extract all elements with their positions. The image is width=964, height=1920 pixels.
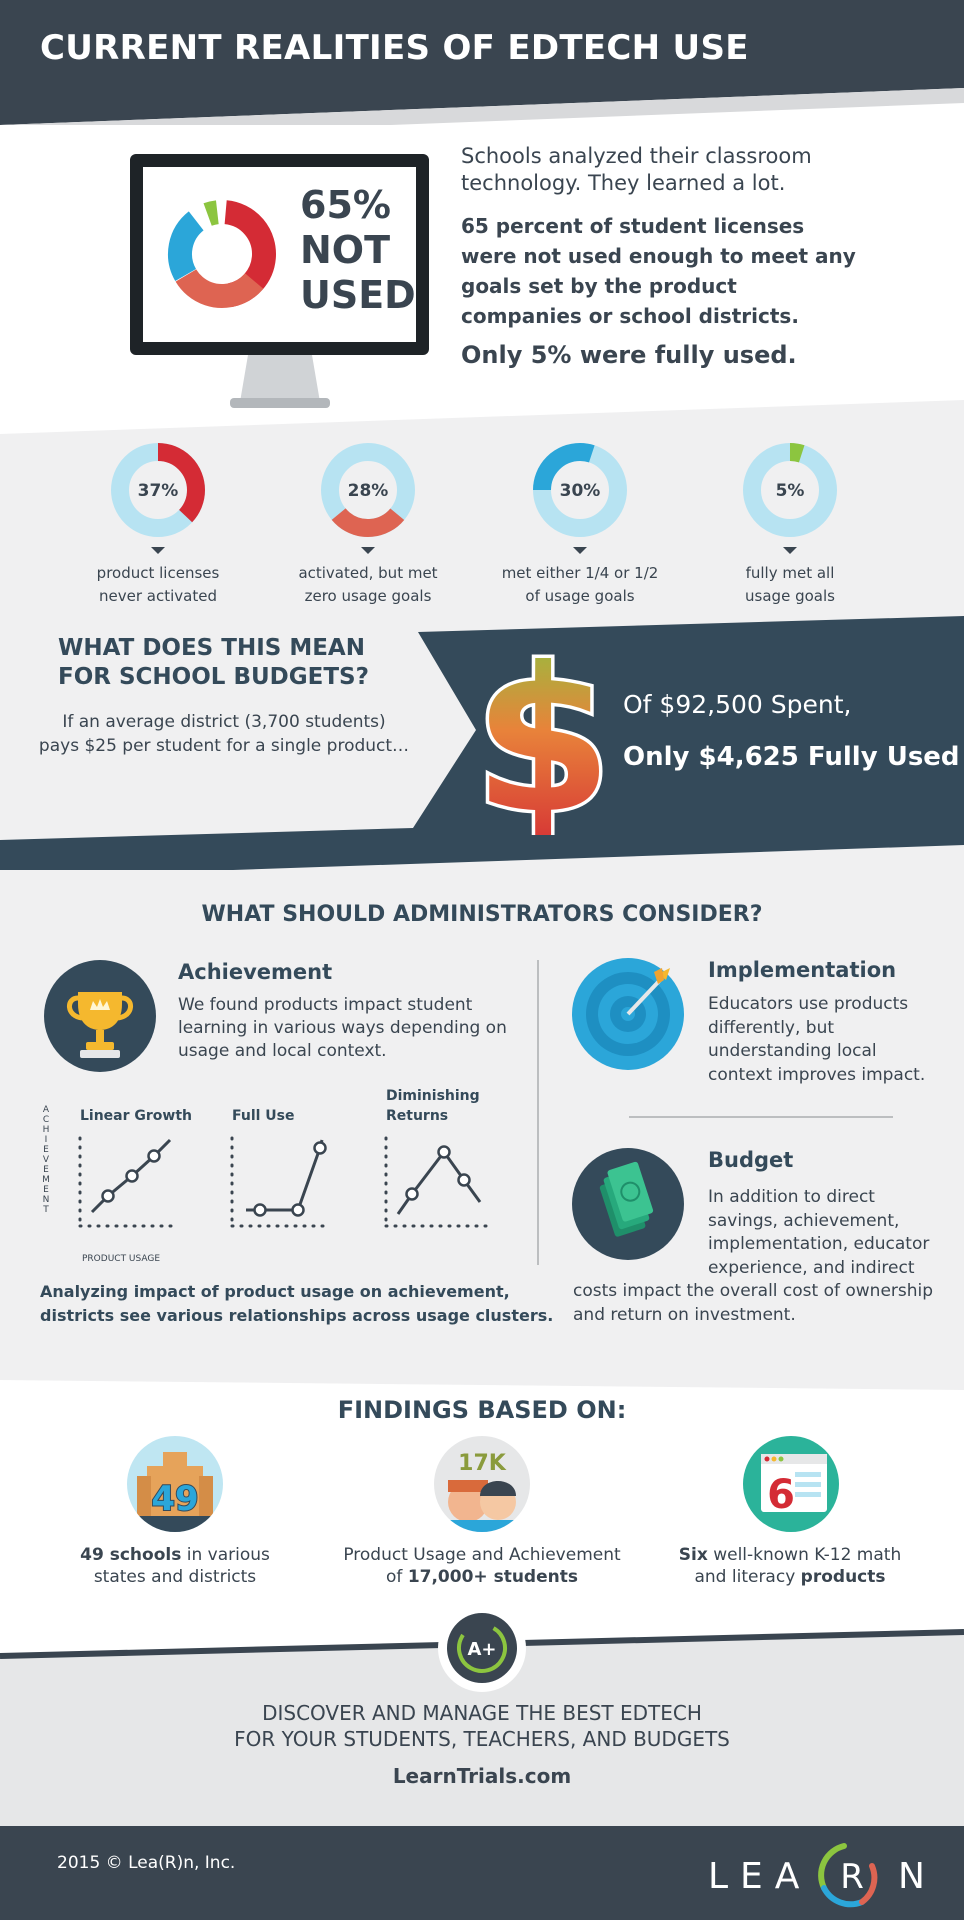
usage-graphs-svg: A C H I E V E M E N T PRODUCT USAGE Line… xyxy=(42,1088,490,1264)
consider-heading: WHAT SHOULD ADMINISTRATORS CONSIDER? xyxy=(201,902,763,927)
logo-ring-icon xyxy=(818,1843,878,1908)
stat-pointer-2 xyxy=(361,547,375,554)
svg-text:N: N xyxy=(43,1195,50,1205)
usage-graphs: A C H I E V E M E N T PRODUCT USAGE Line… xyxy=(36,1080,506,1270)
graph-title-diminishing: Diminishing xyxy=(386,1088,480,1104)
footer xyxy=(0,1826,964,1920)
budget-consider-body-wide: costs impact the overall cost of ownersh… xyxy=(573,1281,934,1325)
stat-pointer-3 xyxy=(573,547,587,554)
stat-1-label: product licenses never activated xyxy=(96,564,220,605)
stat-3-label: met either 1/4 or 1/2 of usage goals xyxy=(501,564,659,605)
schools-icon: 49 xyxy=(127,1436,223,1532)
dollar-icon: $ xyxy=(470,622,616,862)
svg-text:E: E xyxy=(43,1185,49,1195)
stat-pointer-1 xyxy=(151,547,165,554)
stat-arc-1 xyxy=(111,443,205,537)
right-divider xyxy=(629,1116,893,1118)
analysis-text: Analyzing impact of product usage on ach… xyxy=(40,1282,554,1325)
stat-4-label: fully met all usage goals xyxy=(745,564,835,605)
finding-students-text: Product Usage and Achievement of 17,000+… xyxy=(343,1545,621,1587)
svg-text:H: H xyxy=(43,1125,50,1135)
svg-text:M: M xyxy=(42,1175,50,1185)
implementation-title: Implementation xyxy=(708,958,897,982)
monitor-illustration xyxy=(130,152,430,412)
stat-pointer-4 xyxy=(783,547,797,554)
svg-text:V: V xyxy=(43,1155,50,1165)
stat-donut-3: 30% xyxy=(533,443,627,554)
svg-text:T: T xyxy=(42,1205,49,1215)
product-usage-axis-label: PRODUCT USAGE xyxy=(82,1254,160,1264)
stat-value-3: 30% xyxy=(560,481,601,501)
budget-consider-title: Budget xyxy=(708,1148,794,1172)
monitor-line2: NOT xyxy=(300,228,391,272)
finding-products-text: Six well-known K-12 math and literacy pr… xyxy=(678,1545,902,1587)
stat-value-4: 5% xyxy=(776,481,805,501)
learntrials-link[interactable]: LearnTrials.com xyxy=(392,1764,572,1788)
trophy-icon xyxy=(44,960,156,1072)
budget-spent: Of $92,500 Spent, xyxy=(623,690,852,719)
svg-text:N: N xyxy=(898,1856,925,1897)
budget-band-bg xyxy=(0,616,964,878)
consider-bg xyxy=(0,870,964,1390)
budget-consider-body: In addition to direct savings, achieveme… xyxy=(708,1187,930,1278)
budget-heading: WHAT DOES THIS MEAN FOR SCHOOL BUDGETS? xyxy=(58,635,369,690)
stat-value-1: 37% xyxy=(138,481,179,501)
svg-text:6: 6 xyxy=(767,1472,795,1518)
svg-text:A: A xyxy=(43,1105,50,1115)
monitor-svg xyxy=(130,154,429,408)
products-icon: 6 xyxy=(743,1436,839,1532)
stat-donut-1: 37% xyxy=(111,443,205,554)
svg-text:A+: A+ xyxy=(467,1639,496,1660)
svg-text:$: $ xyxy=(478,640,608,835)
svg-text:LEA: LEA xyxy=(708,1856,811,1897)
svg-text:C: C xyxy=(43,1115,49,1125)
achievement-axis-label: A C H I E V E M E N T xyxy=(42,1105,50,1215)
money-icon xyxy=(572,1148,684,1260)
stat-arc-4 xyxy=(743,443,837,537)
budget-sub: If an average district (3,700 students) p… xyxy=(38,712,410,756)
intro-lead: Schools analyzed their classroom technol… xyxy=(461,144,812,195)
budget-band xyxy=(0,610,964,885)
graph-title-full: Full Use xyxy=(232,1108,295,1124)
svg-text:E: E xyxy=(43,1145,49,1155)
column-divider xyxy=(537,960,539,1265)
cta-text: DISCOVER AND MANAGE THE BEST EDTECH FOR Y… xyxy=(234,1701,730,1751)
intro-highlight: Only 5% were fully used. xyxy=(461,341,797,369)
graph-axes xyxy=(78,1136,490,1228)
stat-donuts: 37% 28% 30% 5% xyxy=(111,443,837,554)
page-title: CURRENT REALITIES OF EDTECH USE xyxy=(40,28,749,68)
stat-arc-3 xyxy=(533,443,627,537)
findings-heading: FINDINGS BASED ON: xyxy=(337,1396,627,1424)
achievement-body: We found products impact student learnin… xyxy=(178,995,507,1061)
stat-donut-2: 28% xyxy=(321,443,415,554)
stat-value-2: 28% xyxy=(348,481,389,501)
svg-text:I: I xyxy=(45,1135,48,1145)
learn-logo[interactable]: LEA R N xyxy=(706,1826,936,1920)
consider-band xyxy=(0,870,964,1390)
svg-text:17K: 17K xyxy=(458,1451,507,1476)
stat-2-label: activated, but met zero usage goals xyxy=(298,564,438,605)
svg-text:49: 49 xyxy=(151,1479,198,1519)
stat-donut-4: 5% xyxy=(743,443,837,554)
achievement-title: Achievement xyxy=(178,960,333,984)
intro-bold: 65 percent of student licenses were not … xyxy=(461,214,856,328)
monitor-line3: USED xyxy=(300,273,416,317)
copyright: 2015 © Lea(R)n, Inc. xyxy=(57,1853,236,1873)
monitor-line1: 65% xyxy=(300,183,391,227)
graph-title-linear: Linear Growth xyxy=(80,1108,192,1124)
target-icon xyxy=(572,958,684,1070)
svg-text:R: R xyxy=(840,1857,864,1897)
implementation-body: Educators use products differently, but … xyxy=(708,994,926,1085)
svg-text:E: E xyxy=(43,1165,49,1175)
grade-badge-icon: A+ xyxy=(438,1604,526,1692)
finding-schools-text: 49 schools in various states and distric… xyxy=(80,1545,270,1587)
graph-title-returns: Returns xyxy=(386,1108,448,1124)
budget-used: Only $4,625 Fully Used xyxy=(623,742,960,772)
students-icon: 17K xyxy=(434,1436,530,1532)
graph-points xyxy=(101,1141,471,1217)
